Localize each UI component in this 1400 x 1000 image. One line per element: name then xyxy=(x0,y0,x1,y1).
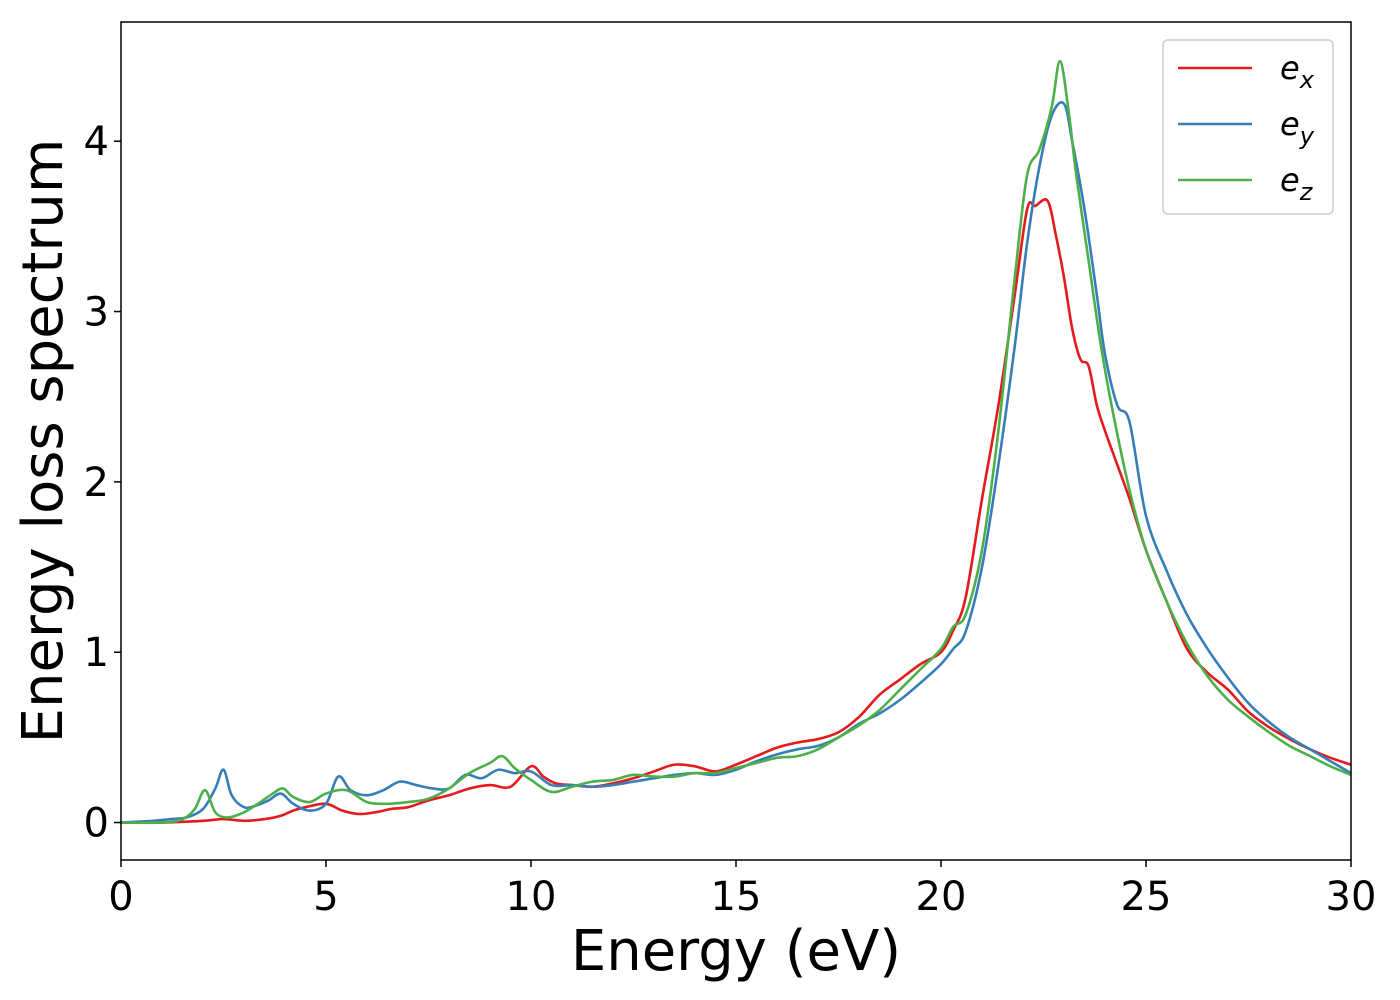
series-line-z xyxy=(121,59,1351,825)
y-tick-label: 0 xyxy=(84,801,109,847)
x-axis-label: Energy (eV) xyxy=(571,919,901,984)
x-tick-label: 30 xyxy=(1326,874,1377,920)
y-axis-ticks: 0 1 2 3 4 xyxy=(84,119,121,847)
x-tick-label: 10 xyxy=(506,874,557,920)
legend-box xyxy=(1162,39,1334,215)
y-tick-label: 4 xyxy=(84,119,109,165)
plot-background xyxy=(121,22,1351,860)
legend-label-x: ex xyxy=(1280,49,1315,94)
series-line-x xyxy=(121,198,1351,824)
legend-label-y: ey xyxy=(1280,105,1315,150)
y-axis-label: Energy loss spectrum xyxy=(11,139,76,744)
y-tick-label: 2 xyxy=(84,460,109,506)
x-tick-label: 0 xyxy=(108,874,133,920)
y-tick-label: 1 xyxy=(84,630,109,676)
x-tick-label: 15 xyxy=(711,874,762,920)
legend-label-z: ez xyxy=(1280,161,1314,206)
legend: ex ey ez xyxy=(1162,39,1334,215)
series-layer xyxy=(121,59,1351,825)
x-tick-label: 5 xyxy=(313,874,338,920)
x-tick-label: 25 xyxy=(1121,874,1172,920)
y-tick-label: 3 xyxy=(84,290,109,336)
x-axis-ticks: 0 5 10 15 20 25 30 xyxy=(108,860,1376,920)
x-tick-label: 20 xyxy=(916,874,967,920)
